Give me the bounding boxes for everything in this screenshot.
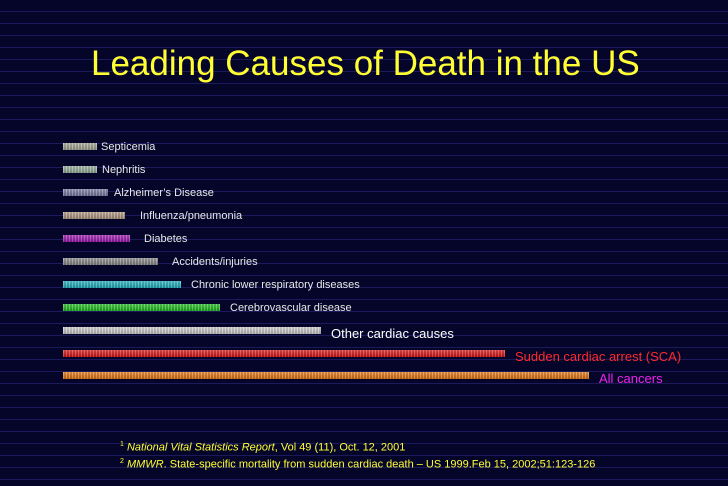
bar-label-nephritis: Nephritis bbox=[102, 164, 146, 176]
bar-label-cerebrovascular-disease: Cerebrovascular disease bbox=[230, 302, 352, 314]
bar-cerebrovascular-disease bbox=[63, 304, 220, 311]
footnote-1-marker: 1 bbox=[120, 441, 124, 448]
bar-label-accidents-injuries: Accidents/injuries bbox=[172, 256, 258, 268]
bar-label-influenza-pneumonia: Influenza/pneumonia bbox=[140, 210, 243, 222]
bar-accidents-injuries bbox=[63, 258, 158, 265]
footnote-2-source: MMWR bbox=[126, 458, 164, 471]
bar-other-cardiac-causes bbox=[63, 327, 321, 334]
bar-sudden-cardiac-arrest-sca bbox=[63, 350, 505, 357]
bar-nephritis bbox=[63, 166, 97, 173]
bar-influenza-pneumonia bbox=[63, 212, 125, 219]
bar-label-all-cancers: All cancers bbox=[599, 371, 663, 386]
footnote-2-marker: 2 bbox=[120, 458, 124, 465]
bar-label-other-cardiac-causes: Other cardiac causes bbox=[331, 326, 454, 341]
bar-diabetes bbox=[63, 235, 130, 242]
bar-alzheimer-s-disease bbox=[63, 189, 108, 196]
bar-label-chronic-lower-respiratory-diseases: Chronic lower respiratory diseases bbox=[191, 279, 360, 291]
footnote-1-detail: , Vol 49 (11), Oct. 12, 2001 bbox=[274, 441, 406, 454]
footnote-2-detail: . State-specific mortality from sudden c… bbox=[163, 458, 596, 471]
bar-label-alzheimer-s-disease: Alzheimer’s Disease bbox=[114, 187, 214, 199]
bar-chronic-lower-respiratory-diseases bbox=[63, 281, 181, 288]
footnote-2: 2 MMWR. State-specific mortality from su… bbox=[120, 458, 595, 471]
bar-septicemia bbox=[63, 143, 97, 150]
footnote-1: 1 National Vital Statistics Report, Vol … bbox=[120, 441, 405, 454]
bar-label-sudden-cardiac-arrest-sca: Sudden cardiac arrest (SCA) bbox=[515, 349, 682, 364]
footnote-1-source: National Vital Statistics Report bbox=[126, 441, 275, 454]
bar-label-diabetes: Diabetes bbox=[144, 233, 188, 245]
bar-all-cancers bbox=[63, 372, 589, 379]
slide-title: Leading Causes of Death in the US bbox=[91, 44, 640, 83]
bar-label-septicemia: Septicemia bbox=[101, 141, 156, 153]
